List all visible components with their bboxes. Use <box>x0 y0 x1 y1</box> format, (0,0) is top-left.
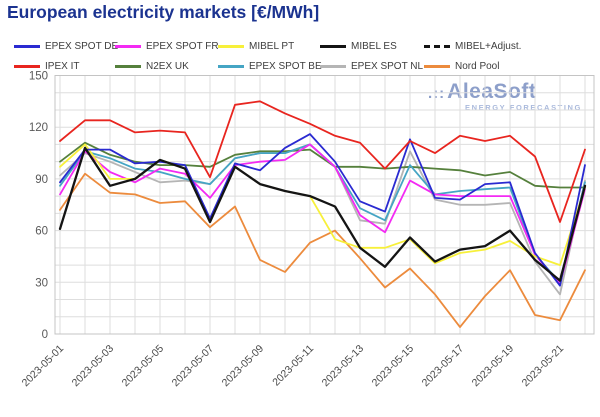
y-tick-label: 150 <box>29 71 48 83</box>
legend-label: EPEX SPOT NL <box>351 60 424 72</box>
aleasoft-logo: .::AleaSoft <box>428 80 588 104</box>
legend-swatch-icon <box>218 64 244 68</box>
x-tick-label: 2023-05-01 <box>20 343 67 390</box>
legend-swatch-icon <box>424 44 450 48</box>
legend-item-epex-spot-de: EPEX SPOT DE <box>14 39 118 53</box>
legend-swatch-icon <box>424 64 450 68</box>
legend-swatch-icon <box>218 44 244 48</box>
legend-item-ipex-it: IPEX IT <box>14 59 79 73</box>
grid-lines <box>55 75 594 334</box>
aleasoft-logo-text: AleaSoft <box>447 80 537 103</box>
y-tick-label: 60 <box>35 226 48 238</box>
x-tick-label: 2023-05-03 <box>70 343 117 390</box>
series-line-epex-spot-fr <box>59 143 586 285</box>
legend-swatch-icon <box>115 64 141 68</box>
legend-item-mibel-pt: MIBEL PT <box>218 39 294 53</box>
plot-border <box>54 75 595 335</box>
x-tick-label: 2023-05-11 <box>270 343 316 389</box>
chart-title: European electricity markets [€/MWh] <box>7 2 320 22</box>
series-line-mibel-adjust- <box>59 147 586 282</box>
chart-legend: EPEX SPOT DE EPEX SPOT FR MIBEL PT MIBEL ES… <box>0 0 600 75</box>
series-line-epex-spot-de <box>59 133 586 287</box>
series-lines <box>58 100 587 329</box>
legend-swatch-icon <box>115 44 141 48</box>
x-tick-label: 2023-05-17 <box>420 343 467 390</box>
legend-label: IPEX IT <box>45 60 80 72</box>
y-tick-label: 30 <box>35 277 48 289</box>
y-tick-label: 90 <box>35 174 48 186</box>
legend-swatch-icon <box>14 44 40 48</box>
legend-swatch-icon <box>320 64 346 68</box>
legend-item-nord-pool: Nord Pool <box>424 59 499 73</box>
legend-item-epex-spot-nl: EPEX SPOT NL <box>320 59 423 73</box>
x-tick-label: 2023-05-09 <box>220 343 267 390</box>
legend-item-epex-spot-be: EPEX SPOT BE <box>218 59 322 73</box>
legend-label: EPEX SPOT FR <box>146 40 219 52</box>
x-tick-label: 2023-05-13 <box>320 343 367 390</box>
legend-label: Nord Pool <box>455 60 500 72</box>
y-tick-label: 120 <box>29 122 48 134</box>
x-axis-labels: 2023-05-01 2023-05-03 2023-05-05 2023-05-07… <box>20 343 567 390</box>
legend-swatch-icon <box>14 64 40 68</box>
x-tick-label: 2023-05-21 <box>520 343 567 390</box>
x-tick-label: 2023-05-15 <box>370 343 417 390</box>
legend-item-n2ex-uk: N2EX UK <box>115 59 189 73</box>
legend-label: MIBEL ES <box>351 40 397 52</box>
legend-label: EPEX SPOT BE <box>249 60 322 72</box>
legend-swatch-icon <box>320 44 346 48</box>
legend-label: EPEX SPOT DE <box>45 40 119 52</box>
aleasoft-tagline: ENERGY FORECASTING <box>464 103 582 112</box>
series-line-ipex-it <box>59 100 586 223</box>
series-line-mibel-es <box>58 146 587 282</box>
y-axis-labels: 0 30 60 90 120 150 <box>29 71 48 342</box>
legend-item-mibel-adjust-: MIBEL+Adjust. <box>424 39 521 53</box>
aleasoft-logo-dots-icon: .:: <box>428 85 446 102</box>
series-line-nord-pool <box>59 172 586 329</box>
legend-item-epex-spot-fr: EPEX SPOT FR <box>115 39 219 53</box>
legend-label: MIBEL PT <box>249 40 295 52</box>
y-tick-label: 0 <box>42 329 48 341</box>
legend-label: N2EX UK <box>146 60 189 72</box>
x-tick-label: 2023-05-05 <box>120 343 167 390</box>
x-tick-label: 2023-05-07 <box>170 343 217 390</box>
aleasoft-watermark: .::AleaSoft ENERGY FORECASTING <box>428 80 588 112</box>
legend-item-mibel-es: MIBEL ES <box>320 39 397 53</box>
legend-label: MIBEL+Adjust. <box>455 40 522 52</box>
x-tick-label: 2023-05-19 <box>470 343 517 390</box>
